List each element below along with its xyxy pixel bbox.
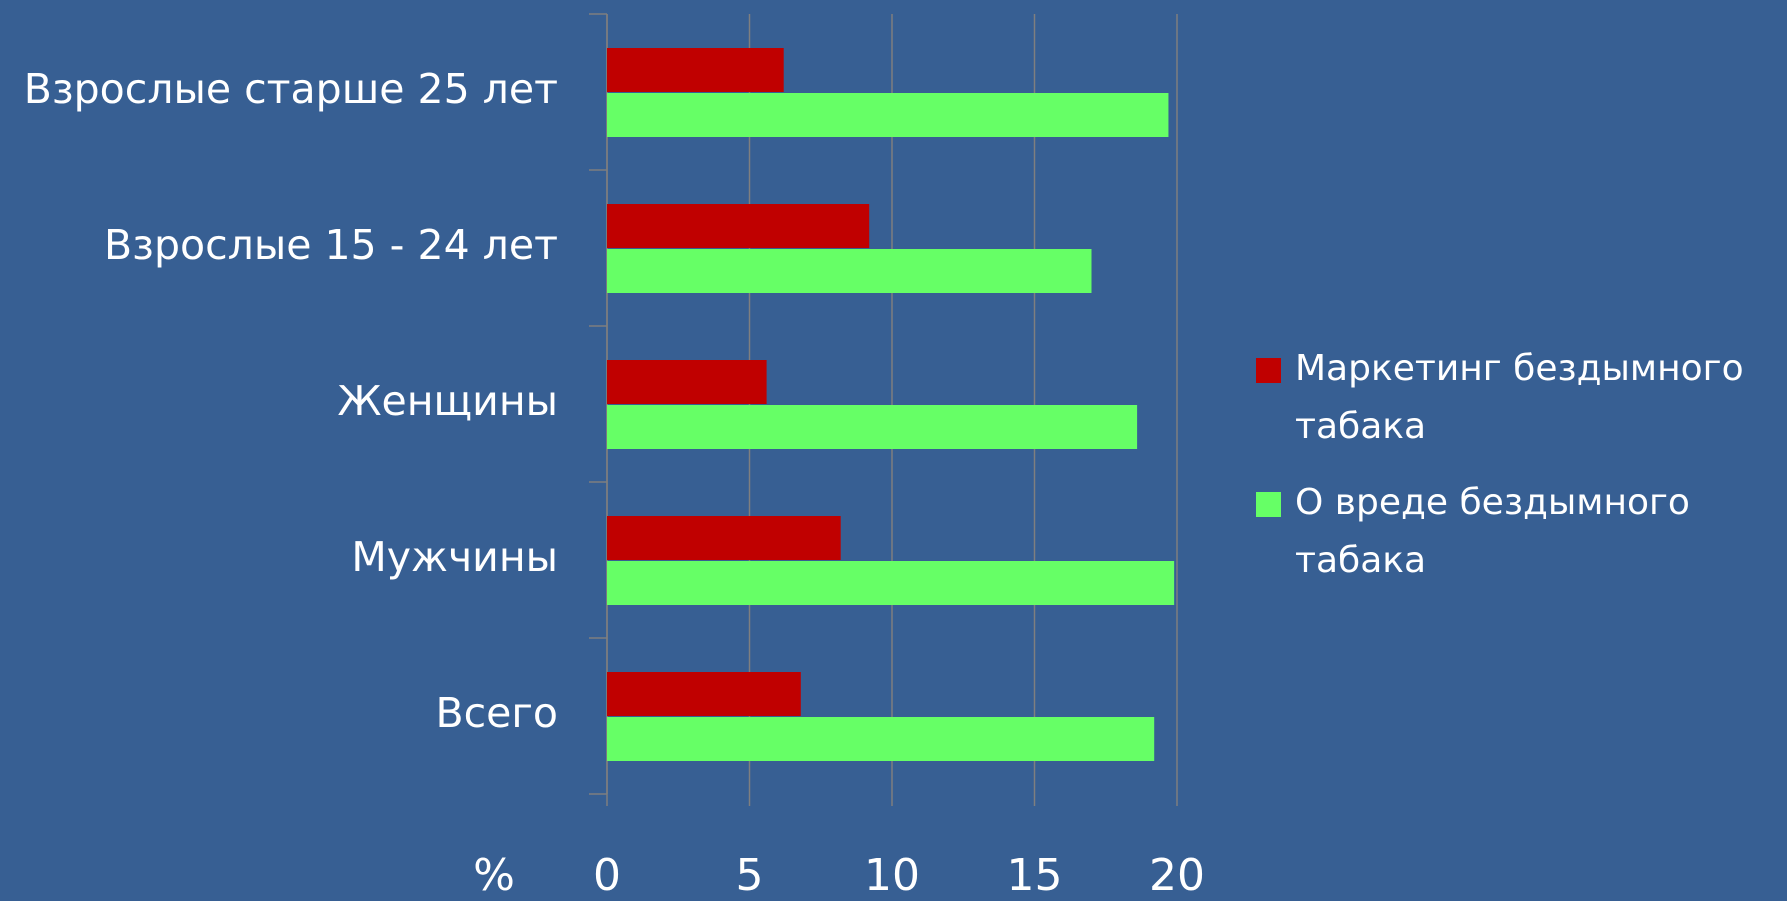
legend-item: Маркетинг бездымного табака [1253,340,1783,456]
bar [607,93,1169,137]
legend-swatch [1256,492,1281,517]
legend-label: О вреде бездымного табака [1295,482,1690,581]
bar [607,672,801,716]
y-tick-label: Всего [435,689,558,737]
legend: Маркетинг бездымного табака О вреде безды… [1253,340,1783,608]
legend-item: О вреде бездымного табака [1253,474,1783,590]
legend-swatch [1256,358,1281,383]
bar [607,405,1138,449]
x-tick-label: 5 [736,850,764,901]
bar [607,516,841,560]
bar [607,48,784,92]
bar [607,561,1175,605]
x-axis-label: % [473,850,515,901]
bar [607,360,767,404]
x-tick-label: 10 [864,850,920,901]
y-tick-label: Женщины [337,377,558,425]
bar [607,249,1092,293]
y-tick-label: Взрослые 15 - 24 лет [104,221,558,269]
bar [607,717,1155,761]
x-tick-label: 20 [1149,850,1205,901]
x-tick-label: 0 [593,850,621,901]
legend-label: Маркетинг бездымного табака [1295,348,1744,447]
x-tick-label: 15 [1007,850,1063,901]
y-tick-label: Мужчины [351,533,558,581]
bar [607,204,870,248]
y-tick-label: Взрослые старше 25 лет [24,65,558,113]
